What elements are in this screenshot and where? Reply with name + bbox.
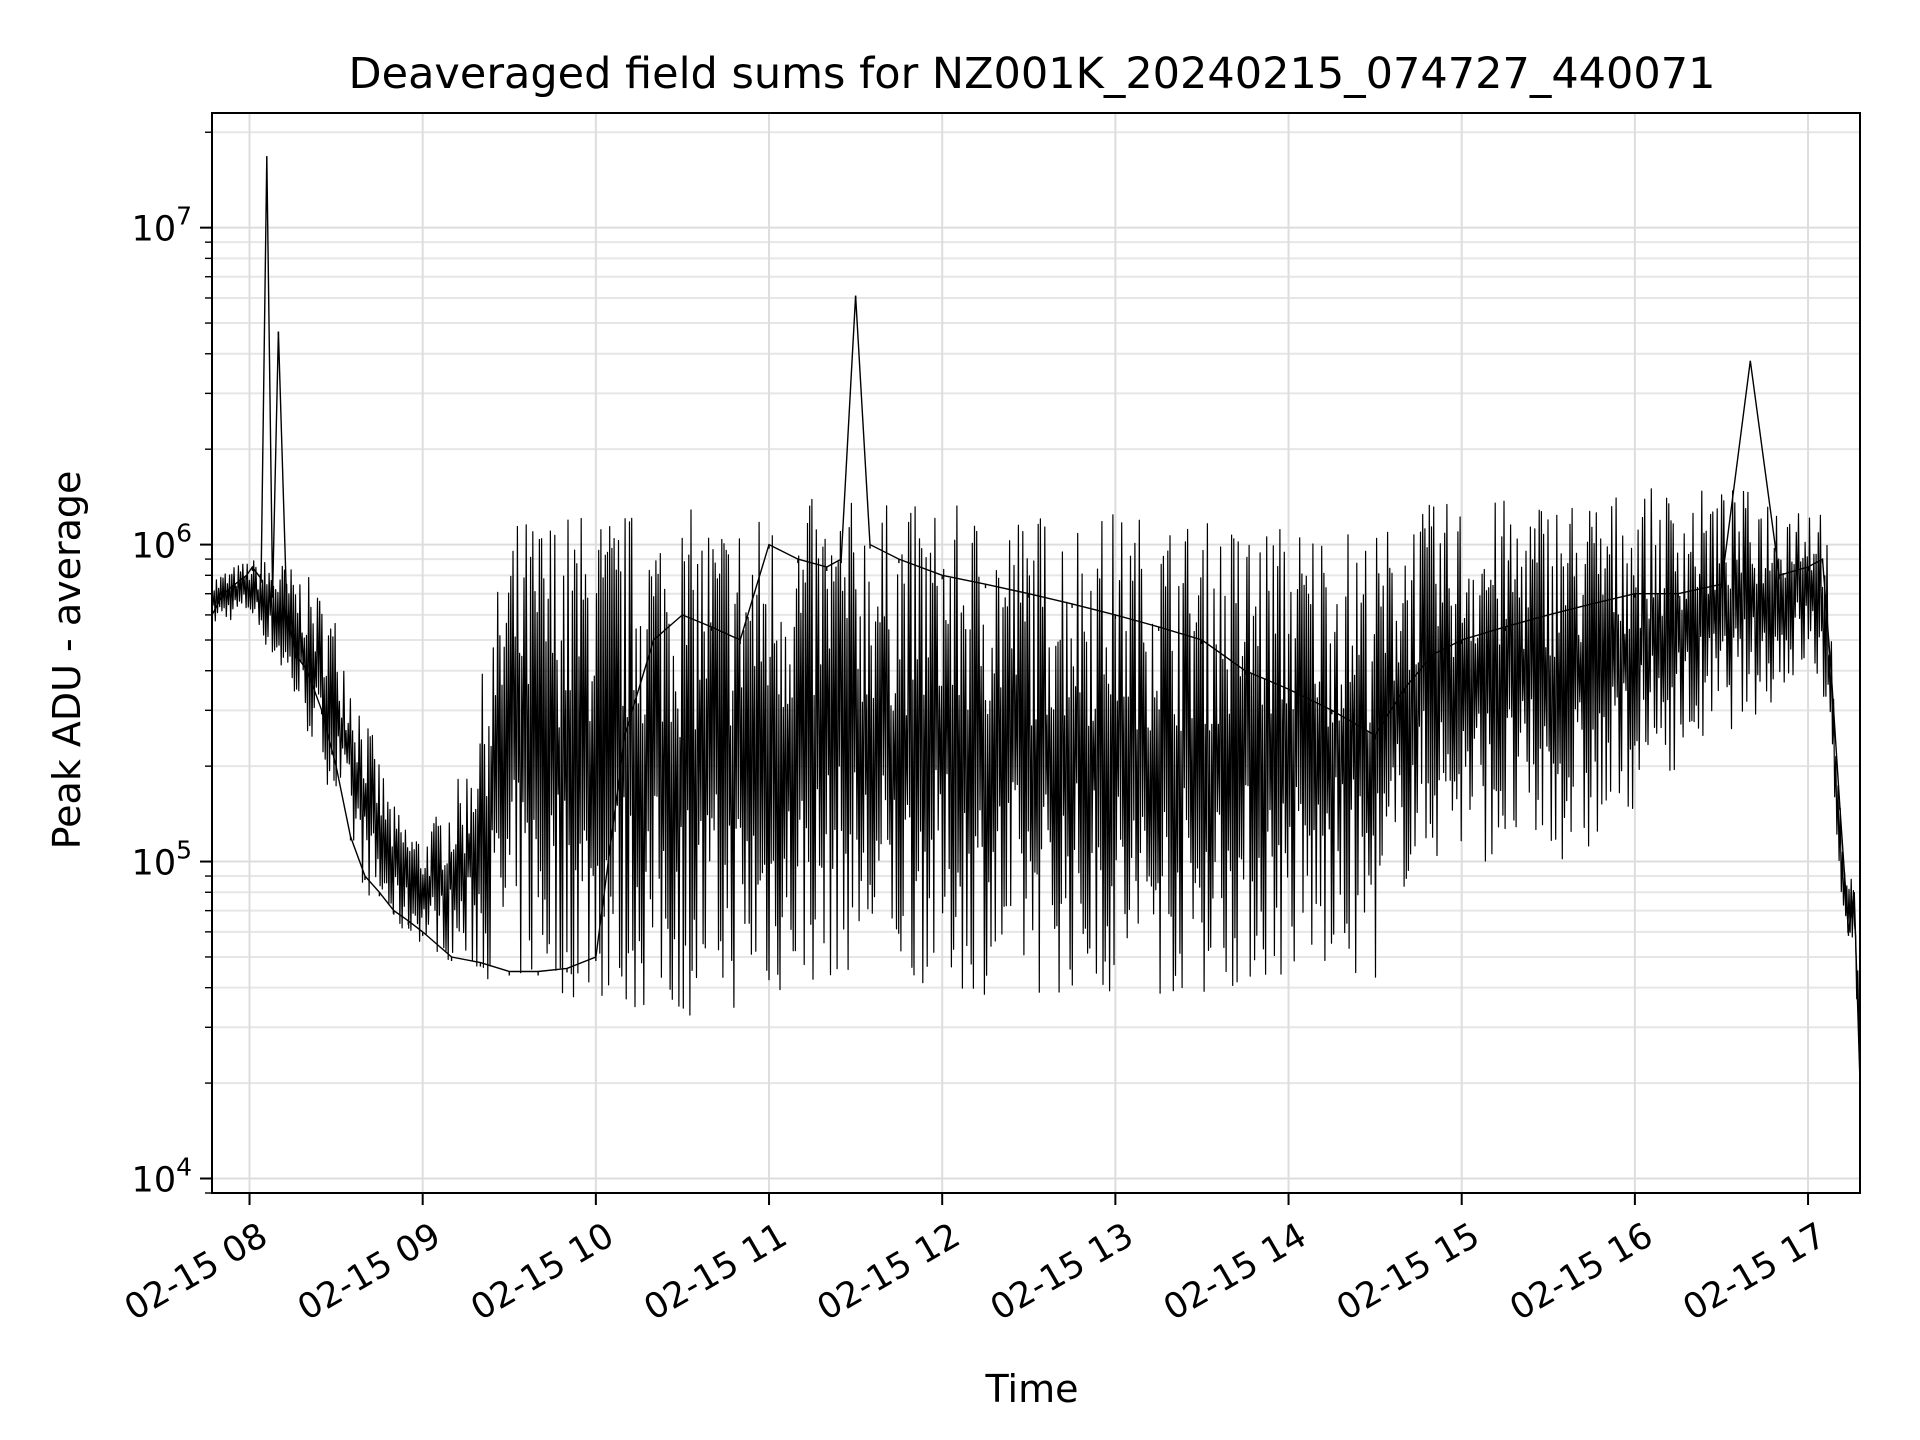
series-trace bbox=[211, 488, 1861, 1034]
data-layer bbox=[211, 156, 1861, 1088]
chart-title: Deaveraged field sums for NZ001K_2024021… bbox=[349, 49, 1716, 99]
y-tick-label: 107 bbox=[132, 202, 192, 250]
y-axis-label: Peak ADU - average bbox=[45, 471, 89, 850]
y-tick-label: 104 bbox=[132, 1152, 192, 1200]
plot-frame bbox=[211, 112, 1861, 1194]
y-tick-label: 105 bbox=[132, 836, 192, 884]
x-axis-label: Time bbox=[985, 1367, 1079, 1411]
y-tick-label: 106 bbox=[132, 519, 192, 567]
